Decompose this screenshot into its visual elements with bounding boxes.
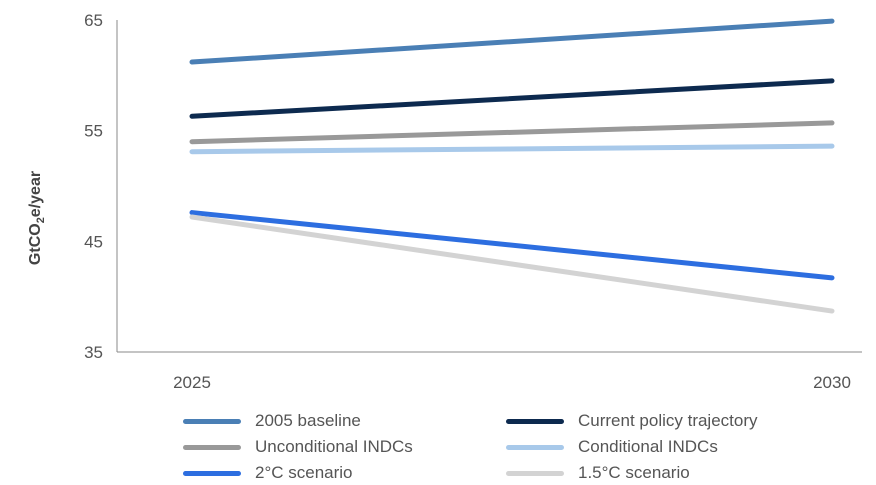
chart-axes: [116, 20, 862, 353]
x-tick-label: 2025: [173, 373, 211, 392]
legend-label: Current policy trajectory: [578, 411, 758, 430]
series-line-1: [189, 18, 835, 65]
legend-swatch: [506, 470, 564, 476]
series-line-5: [189, 210, 835, 281]
series-lines: [189, 18, 835, 314]
legend-swatch: [183, 418, 241, 424]
legend-label: Unconditional INDCs: [255, 437, 413, 456]
y-axis-title: GtCO2e/year: [27, 171, 47, 265]
series-line-3: [189, 120, 835, 145]
chart-legend: 2005 baseline Current policy trajectory Un…: [183, 410, 823, 484]
legend-swatch: [183, 470, 241, 476]
legend-item: Current policy trajectory: [506, 410, 806, 432]
legend-swatch: [183, 444, 241, 450]
y-tick-label: 45: [84, 232, 103, 251]
legend-item: 2005 baseline: [183, 410, 506, 432]
series-line-6: [189, 214, 835, 314]
series-line-4: [189, 143, 835, 155]
legend-item: Unconditional INDCs: [183, 436, 506, 458]
y-tick-label: 55: [84, 122, 103, 141]
y-tick-label: 35: [84, 343, 103, 362]
series-line-2: [189, 78, 835, 119]
legend-item: Conditional INDCs: [506, 436, 806, 458]
x-tick-label: 2030: [813, 373, 851, 392]
legend-label: 2°C scenario: [255, 463, 353, 482]
legend-item: 1.5°C scenario: [506, 462, 806, 484]
line-chart: 35 45 55 65 2025 2030 GtCO2e/year: [27, 11, 862, 392]
legend-label: 1.5°C scenario: [578, 463, 690, 482]
legend-label: 2005 baseline: [255, 411, 361, 430]
legend-label: Conditional INDCs: [578, 437, 718, 456]
legend-swatch: [506, 418, 564, 424]
axis-ticks: 35 45 55 65 2025 2030: [84, 11, 851, 392]
legend-swatch: [506, 444, 564, 450]
legend-item: 2°C scenario: [183, 462, 506, 484]
y-tick-label: 65: [84, 11, 103, 30]
